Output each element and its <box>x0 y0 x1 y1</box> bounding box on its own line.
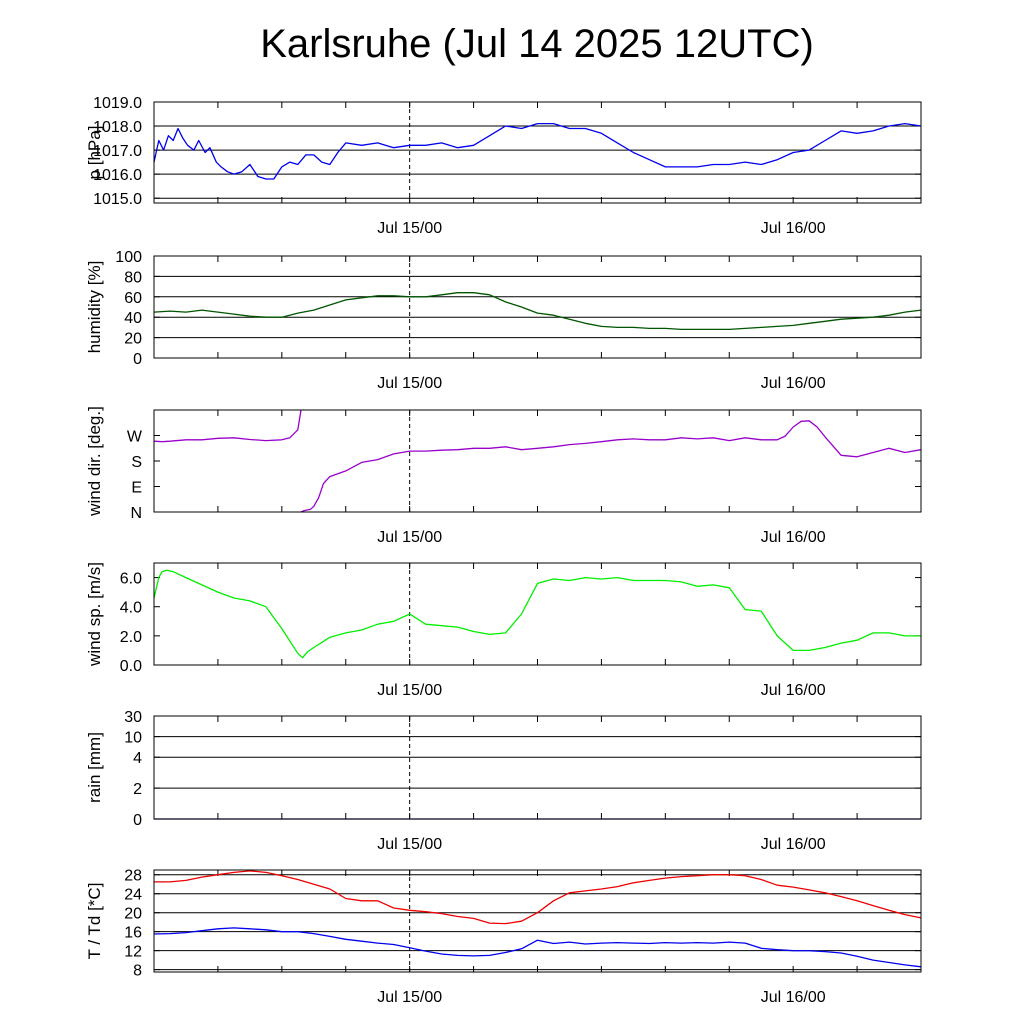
y-tick-label: 0.0 <box>120 658 142 675</box>
series-line <box>154 870 922 925</box>
series-line <box>300 420 922 513</box>
y-tick-label: 8 <box>133 963 142 980</box>
panel-frame <box>153 409 922 513</box>
y-axis-label: wind sp. [m/s] <box>85 562 104 667</box>
y-axis-label: T / Td [*C] <box>85 883 104 960</box>
y-tick-label: 24 <box>124 887 142 904</box>
y-tick-label: N <box>130 505 142 522</box>
y-tick-label: 0 <box>133 812 142 829</box>
y-tick-label: 10 <box>124 730 142 747</box>
y-tick-label: 2 <box>133 781 142 798</box>
y-tick-label: 28 <box>124 868 142 885</box>
x-tick-label: Jul 16/00 <box>761 836 826 853</box>
x-tick-label: Jul 16/00 <box>761 375 826 392</box>
y-tick-label: 40 <box>124 310 142 327</box>
x-tick-label: Jul 16/00 <box>761 220 826 237</box>
y-tick-label: 20 <box>124 906 142 923</box>
y-tick-label: S <box>131 454 142 471</box>
y-tick-label: 1018.0 <box>93 119 142 136</box>
x-tick-label: Jul 16/00 <box>761 529 826 546</box>
panel-frame <box>153 562 922 666</box>
y-tick-label: 60 <box>124 290 142 307</box>
y-tick-label: 30 <box>124 709 142 726</box>
panel-frame <box>153 101 922 204</box>
x-tick-label: Jul 15/00 <box>377 375 442 392</box>
y-tick-label: 1019.0 <box>93 95 142 112</box>
y-tick-label: W <box>127 429 143 446</box>
series-line <box>153 122 922 180</box>
x-tick-label: Jul 16/00 <box>761 989 826 1006</box>
panel-frame <box>153 869 922 973</box>
y-tick-label: 4 <box>133 750 142 767</box>
y-axis-label: p [hPa] <box>85 126 104 180</box>
y-tick-label: 2.0 <box>120 629 142 646</box>
x-tick-label: Jul 16/00 <box>761 682 826 699</box>
series-line <box>153 569 921 659</box>
y-tick-label: 100 <box>115 249 142 266</box>
y-tick-label: 1017.0 <box>93 143 142 160</box>
y-tick-label: 80 <box>124 269 142 286</box>
y-axis-label: rain [mm] <box>85 732 104 803</box>
y-tick-label: 20 <box>124 331 142 348</box>
x-tick-label: Jul 15/00 <box>377 989 442 1006</box>
x-tick-label: Jul 15/00 <box>377 836 442 853</box>
x-tick-label: Jul 15/00 <box>377 529 442 546</box>
chart-title: Karlsruhe (Jul 14 2025 12UTC) <box>260 22 814 66</box>
y-axis-label: humidity [%] <box>85 261 104 354</box>
series-line <box>153 927 922 968</box>
y-axis-label: wind dir. [deg.] <box>85 406 104 517</box>
y-tick-label: 1016.0 <box>93 167 142 184</box>
y-tick-label: E <box>131 480 142 497</box>
y-tick-label: 4.0 <box>120 600 142 617</box>
y-tick-label: 12 <box>124 944 142 961</box>
panel-frame <box>153 255 922 359</box>
series-line <box>153 292 922 331</box>
y-tick-label: 1015.0 <box>93 191 142 208</box>
panel-frame <box>153 715 922 820</box>
series-line <box>153 409 302 443</box>
x-tick-label: Jul 15/00 <box>377 682 442 699</box>
y-tick-label: 6.0 <box>120 571 142 588</box>
y-tick-label: 16 <box>124 925 142 942</box>
y-tick-label: 0 <box>133 351 142 368</box>
x-tick-label: Jul 15/00 <box>377 220 442 237</box>
